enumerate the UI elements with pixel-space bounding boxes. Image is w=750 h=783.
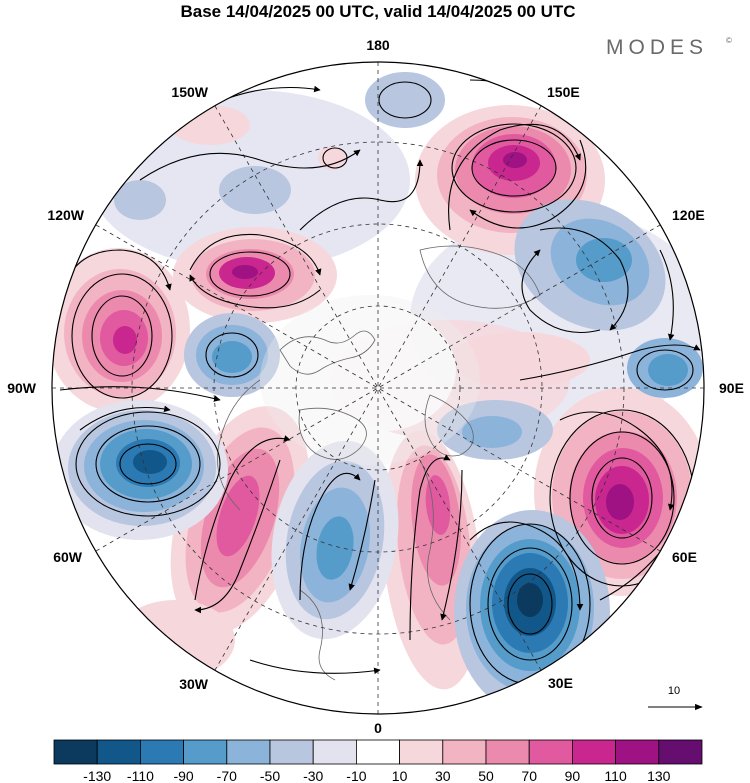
lon-label-30w: 30W	[179, 676, 209, 692]
colorbar-tick-label: -130	[83, 768, 111, 783]
lon-label-90w: 90W	[7, 380, 37, 396]
anomaly-region	[115, 600, 235, 680]
anomaly-region	[219, 166, 291, 214]
lon-label-150w: 150W	[171, 84, 208, 100]
reference-vector-label: 10	[668, 685, 680, 697]
anomaly-region	[170, 105, 250, 145]
colorbar-tick-label: 130	[647, 768, 671, 783]
lon-label-0: 0	[374, 720, 382, 736]
lon-label-30e: 30E	[548, 675, 573, 691]
negative-anomaly-w	[52, 400, 228, 540]
colorbar-tick-label: -50	[260, 768, 280, 783]
colorbar-swatch	[269, 739, 314, 765]
colorbar-swatch	[658, 739, 703, 765]
colorbar-swatch	[226, 739, 271, 765]
colorbar-tick-label: 90	[565, 768, 581, 783]
colorbar-swatches	[53, 739, 703, 765]
colorbar-tick-label: 70	[521, 768, 537, 783]
colorbar-tick-label: -90	[173, 768, 193, 783]
negative-anomaly-se	[454, 510, 610, 714]
negative-anomaly-s	[271, 440, 399, 640]
positive-anomaly-nw	[173, 227, 337, 323]
lon-label-120w: 120W	[47, 207, 84, 223]
colorbar-tick-label: -10	[346, 768, 366, 783]
anomaly-region	[365, 72, 445, 128]
colorbar-swatch	[96, 739, 141, 765]
anomaly-region	[114, 180, 166, 220]
colorbar-tick-label: 110	[604, 768, 627, 783]
graticule	[52, 62, 704, 714]
lon-label-60w: 60W	[53, 549, 83, 565]
colorbar-swatch	[312, 739, 357, 765]
anomaly-region	[450, 332, 590, 388]
colorbar-swatch	[183, 739, 228, 765]
negative-anomaly-nw	[184, 313, 280, 397]
brand-logo: MODES	[606, 36, 708, 59]
brand-copyright: ©	[726, 36, 732, 45]
colorbar-tick-label: 50	[478, 768, 494, 783]
lon-label-120e: 120E	[672, 207, 705, 223]
longitude-labels: 180 150E 120E 90E 60E 30E 0 30W 60W 90W …	[7, 37, 744, 736]
colorbar-swatch	[572, 739, 617, 765]
colorbar-swatch	[528, 739, 573, 765]
colorbar-swatch	[399, 739, 444, 765]
anomaly-field	[52, 62, 704, 714]
lon-label-150e: 150E	[547, 84, 580, 100]
lon-label-60e: 60E	[672, 549, 697, 565]
colorbar-swatch	[139, 739, 184, 765]
colorbar-swatch	[355, 739, 400, 765]
colorbar: -130 -110 -90 -70 -50 -30 -10 10 30 50 70 90 110 130	[53, 739, 703, 783]
colorbar-swatch	[53, 739, 98, 765]
colorbar-tick-label: 30	[435, 768, 451, 783]
colorbar-swatch	[615, 739, 660, 765]
positive-anomaly-w	[52, 248, 190, 412]
colorbar-swatch	[442, 739, 487, 765]
colorbar-tick-label: -30	[303, 768, 323, 783]
polar-cap	[260, 295, 480, 465]
reference-vector: 10	[648, 685, 703, 711]
colorbar-tick-label: 10	[392, 768, 408, 783]
polar-map	[51, 61, 705, 715]
colorbar-tick-labels: -130 -110 -90 -70 -50 -30 -10 10 30 50 70 90 110 130	[83, 768, 671, 783]
map-border	[51, 61, 705, 715]
colorbar-swatch	[485, 739, 530, 765]
colorbar-tick-label: -110	[127, 768, 154, 783]
map-title: Base 14/04/2025 00 UTC, valid 14/04/2025…	[180, 2, 575, 21]
lon-label-180: 180	[366, 37, 390, 53]
colorbar-tick-label: -70	[217, 768, 237, 783]
lon-label-90e: 90E	[719, 380, 744, 396]
